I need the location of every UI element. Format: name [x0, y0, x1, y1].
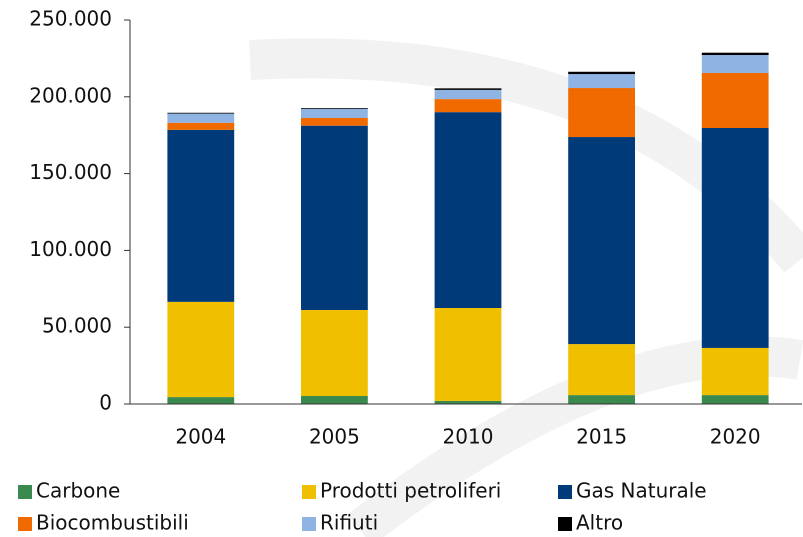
legend-swatch	[558, 517, 572, 531]
legend-label: Prodotti petroliferi	[320, 479, 501, 503]
bar-segment	[167, 122, 235, 130]
bar-segment	[701, 127, 769, 348]
bar-segment	[701, 52, 769, 56]
bar-segment	[568, 137, 635, 345]
bar-segment	[701, 55, 769, 73]
legend-swatch	[18, 517, 32, 531]
y-tick-label: 200.000	[29, 83, 112, 107]
bar-segment	[434, 400, 502, 404]
legend-swatch	[558, 485, 572, 499]
x-tick-label: 2010	[443, 425, 494, 449]
bar-segment	[301, 108, 368, 109]
bar-segment	[568, 344, 635, 396]
legend-label: Gas Naturale	[576, 479, 707, 503]
bar-segment	[701, 395, 769, 404]
x-tick-label: 2020	[710, 425, 761, 449]
y-tick-label: 0	[99, 391, 112, 415]
bar-segment	[568, 71, 635, 75]
bar-segment	[301, 117, 368, 126]
bar-segment	[301, 396, 368, 404]
bar-segment	[301, 108, 368, 118]
bar-segment	[434, 308, 502, 401]
bar-segment	[301, 125, 368, 310]
y-tick-label: 150.000	[29, 160, 112, 184]
bar-segment	[434, 88, 502, 90]
bar-segment	[301, 309, 368, 397]
x-tick-label: 2005	[309, 425, 360, 449]
x-tick-label: 2004	[175, 425, 226, 449]
x-tick-label: 2015	[576, 425, 627, 449]
y-tick-label: 100.000	[29, 237, 112, 261]
bar-segment	[568, 395, 635, 404]
legend-label: Rifiuti	[320, 511, 378, 535]
legend-swatch	[18, 485, 32, 499]
y-tick-label: 250.000	[29, 7, 112, 31]
bar-segment	[167, 113, 235, 123]
bar-segment	[701, 72, 769, 128]
bar-segment	[434, 112, 502, 308]
bar-segment	[167, 301, 235, 398]
legend-label: Carbone	[36, 479, 120, 503]
y-tick-label: 50.000	[42, 314, 112, 338]
bar-segment	[434, 89, 502, 100]
legend-label: Altro	[576, 511, 623, 535]
bar-segment	[167, 112, 235, 114]
legend-swatch	[302, 485, 316, 499]
bar-segment	[568, 74, 635, 89]
legend-swatch	[302, 517, 316, 531]
bar-segment	[434, 99, 502, 113]
legend-label: Biocombustibili	[36, 511, 189, 535]
bar-segment	[701, 347, 769, 396]
bar-segment	[568, 88, 635, 138]
bar-segment	[167, 397, 235, 404]
bar-segment	[167, 129, 235, 302]
